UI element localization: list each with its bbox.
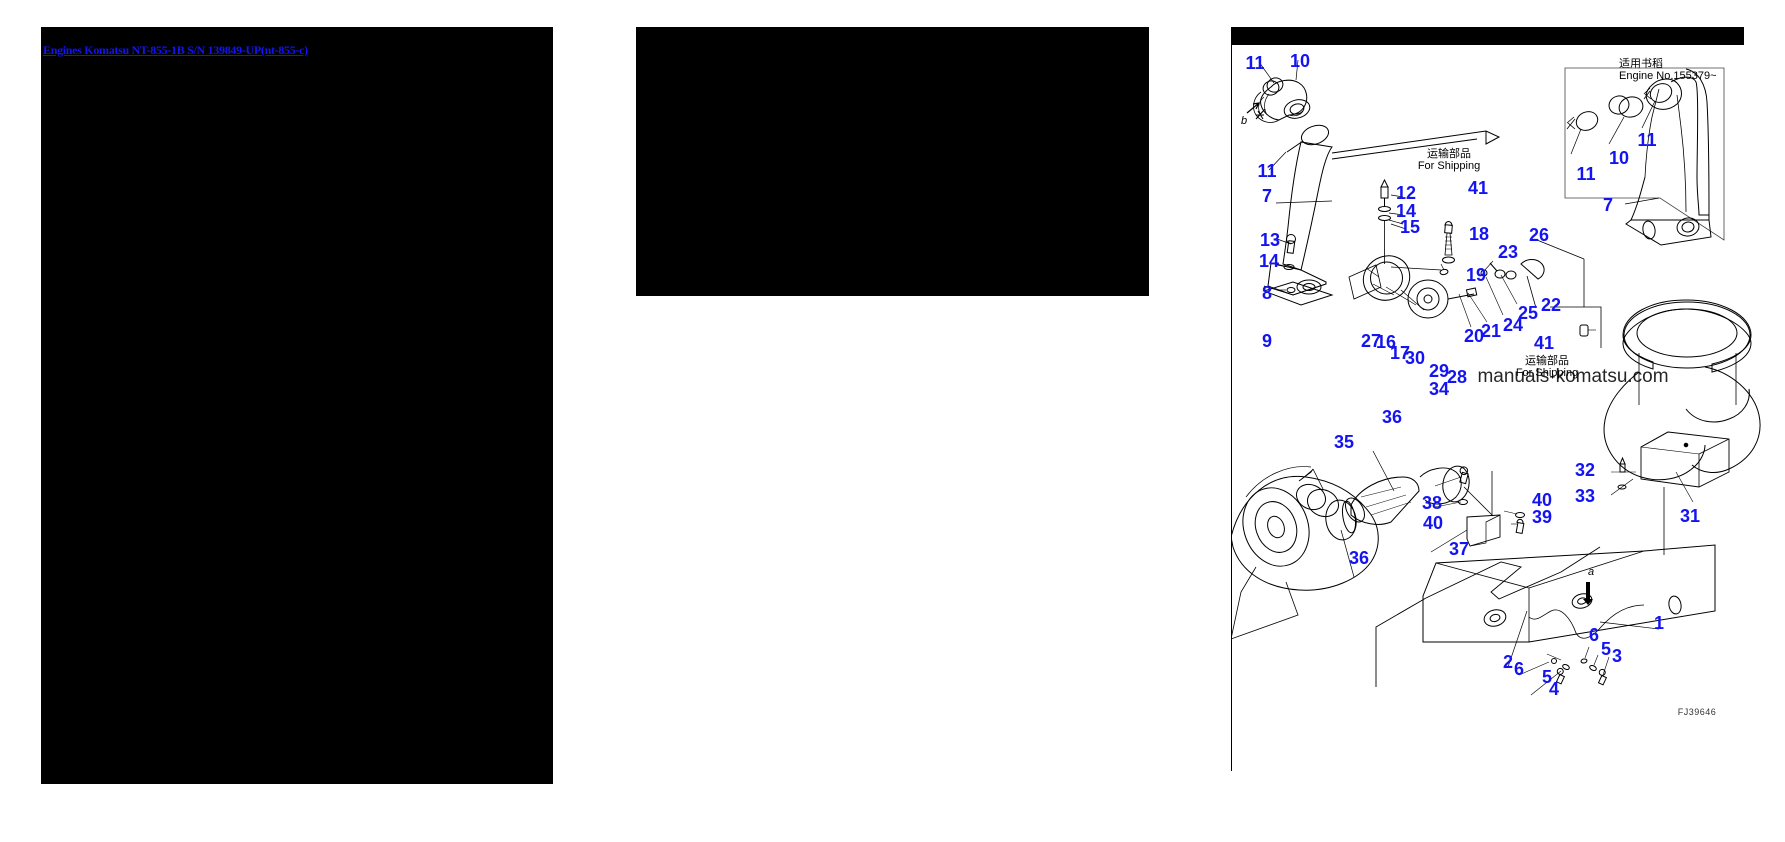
svg-text:4: 4: [1549, 679, 1559, 699]
svg-text:25: 25: [1518, 303, 1538, 323]
svg-text:b: b: [1241, 115, 1247, 127]
svg-text:36: 36: [1349, 548, 1369, 568]
svg-text:12: 12: [1396, 183, 1416, 203]
svg-text:2: 2: [1503, 652, 1513, 672]
svg-text:11: 11: [1637, 130, 1656, 150]
svg-text:38: 38: [1422, 493, 1442, 513]
svg-text:10: 10: [1609, 148, 1629, 168]
svg-text:23: 23: [1498, 242, 1518, 262]
svg-text:11: 11: [1245, 53, 1264, 73]
svg-text:运输部品: 运输部品: [1427, 146, 1471, 160]
svg-text:6: 6: [1514, 659, 1524, 679]
svg-text:31: 31: [1680, 506, 1700, 526]
svg-text:10: 10: [1290, 51, 1310, 71]
svg-text:For Shipping: For Shipping: [1516, 367, 1578, 379]
svg-text:33: 33: [1575, 486, 1595, 506]
svg-text:11: 11: [1257, 161, 1276, 181]
svg-text:32: 32: [1575, 460, 1595, 480]
svg-text:26: 26: [1529, 225, 1549, 245]
svg-text:18: 18: [1469, 224, 1489, 244]
svg-text:9: 9: [1262, 331, 1272, 351]
svg-text:FJ39646: FJ39646: [1678, 707, 1717, 717]
svg-text:39: 39: [1532, 507, 1552, 527]
svg-text:40: 40: [1423, 513, 1443, 533]
svg-text:8: 8: [1262, 283, 1272, 303]
svg-text:34: 34: [1429, 379, 1449, 399]
svg-text:41: 41: [1468, 178, 1488, 198]
svg-text:Engine No.155379~: Engine No.155379~: [1619, 70, 1717, 82]
svg-text:21: 21: [1481, 321, 1501, 341]
svg-text:运输部品: 运输部品: [1525, 353, 1569, 367]
svg-text:30: 30: [1405, 348, 1425, 368]
svg-text:3: 3: [1612, 646, 1622, 666]
svg-text:35: 35: [1334, 432, 1354, 452]
svg-text:6: 6: [1589, 625, 1599, 645]
svg-text:13: 13: [1260, 230, 1280, 250]
svg-text:14: 14: [1259, 251, 1279, 271]
svg-text:41: 41: [1534, 333, 1554, 353]
svg-text:15: 15: [1400, 217, 1420, 237]
svg-text:1: 1: [1654, 613, 1664, 633]
svg-text:37: 37: [1449, 539, 1469, 559]
svg-text:5: 5: [1601, 639, 1611, 659]
svg-text:19: 19: [1466, 265, 1486, 285]
svg-text:28: 28: [1447, 367, 1467, 387]
svg-text:36: 36: [1382, 407, 1402, 427]
svg-text:22: 22: [1541, 295, 1561, 315]
svg-text:a: a: [1588, 566, 1594, 578]
svg-text:7: 7: [1603, 195, 1613, 215]
svg-text:7: 7: [1262, 186, 1272, 206]
svg-text:For Shipping: For Shipping: [1418, 160, 1480, 172]
svg-text:11: 11: [1576, 164, 1595, 184]
svg-text:40: 40: [1532, 490, 1552, 510]
